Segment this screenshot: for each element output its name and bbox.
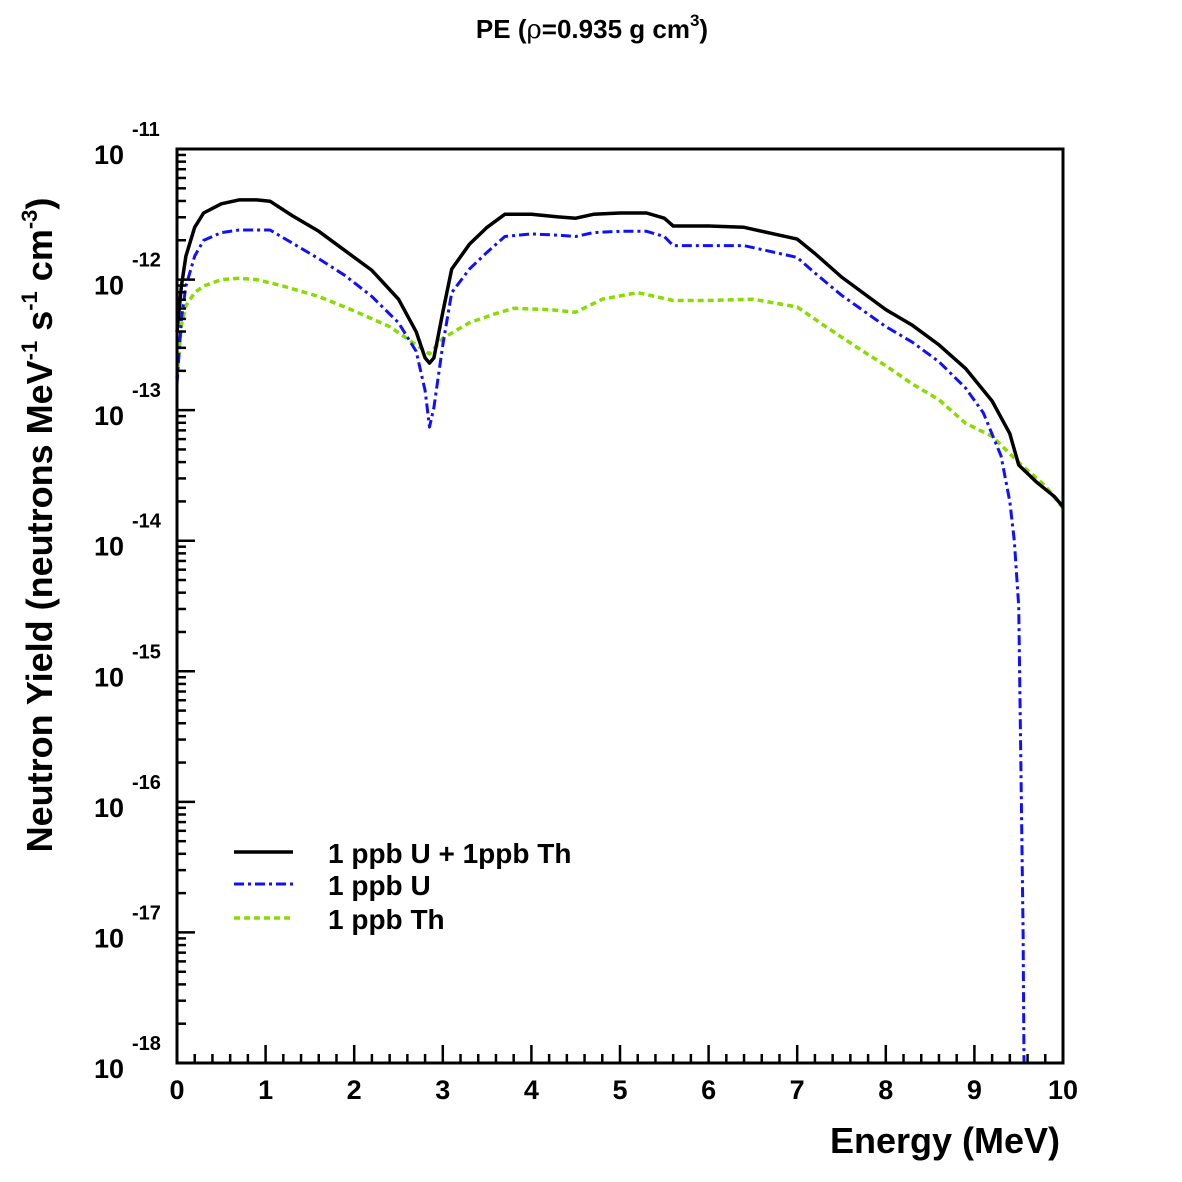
y-tick-label-exp: -16	[132, 772, 161, 794]
chart: PE (ρ=0.935 g cm3) Neutron Yield (neutro…	[0, 0, 1182, 1182]
x-tick-label: 1	[258, 1075, 273, 1105]
y-tick-label-base: 10	[94, 793, 124, 823]
x-tick-label: 7	[790, 1075, 805, 1105]
x-tick-label: 0	[169, 1075, 184, 1105]
chart-title-close: )	[699, 14, 708, 44]
y-label-part1: Neutron Yield (neutrons MeV	[19, 360, 60, 852]
y-tick-label-base: 10	[94, 1054, 124, 1084]
legend-label-1: 1 ppb U	[328, 870, 431, 901]
series-layer	[177, 200, 1063, 1063]
tick-labels-layer: 0 1 2 3 4 5 6 7 8 9 1010-1810-1710-1610-1510-1410-…	[94, 119, 1078, 1105]
y-tick-label-base: 10	[94, 401, 124, 431]
ticks-layer	[177, 149, 1063, 1063]
x-tick-label: 4	[524, 1075, 539, 1105]
y-tick-label-base: 10	[94, 140, 124, 170]
legend-label-2: 1 ppb Th	[328, 904, 445, 935]
y-tick-label-exp: -18	[132, 1033, 161, 1055]
y-tick-label-base: 10	[94, 271, 124, 301]
y-tick-label-base: 10	[94, 923, 124, 953]
x-tick-label: 3	[435, 1075, 450, 1105]
x-tick-label: 8	[878, 1075, 893, 1105]
chart-title-main: PE (	[476, 14, 527, 44]
y-tick-label-exp: -14	[132, 511, 162, 533]
chart-title-after: =0.935 g cm	[542, 14, 690, 44]
legend-label-0: 1 ppb U + 1ppb Th	[328, 838, 571, 869]
chart-title-sup: 3	[690, 11, 699, 30]
plot-frame	[177, 149, 1063, 1063]
x-axis-label: Energy (MeV)	[830, 1120, 1060, 1161]
y-label-sup1: -1	[17, 341, 42, 361]
y-tick-label-exp: -13	[132, 380, 161, 402]
x-tick-label: 2	[347, 1075, 362, 1105]
series-line-1	[177, 230, 1024, 1063]
x-tick-label: 6	[701, 1075, 716, 1105]
y-axis-label: Neutron Yield (neutrons MeV-1 s-1 cm-3)	[17, 198, 60, 853]
legend: 1 ppb U + 1ppb Th1 ppb U1 ppb Th	[234, 838, 571, 935]
y-label-sup2: -1	[17, 291, 42, 311]
y-tick-label-base: 10	[94, 532, 124, 562]
y-axis-label-group: Neutron Yield (neutrons MeV-1 s-1 cm-3)	[17, 198, 60, 853]
y-tick-label-exp: -11	[132, 119, 160, 141]
x-tick-label: 10	[1048, 1075, 1078, 1105]
chart-title: PE (ρ=0.935 g cm3)	[476, 11, 708, 45]
y-label-part4: )	[19, 198, 60, 210]
y-tick-label-exp: -15	[132, 641, 161, 663]
y-tick-label-exp: -17	[132, 902, 161, 924]
series-line-2	[177, 278, 1063, 508]
x-tick-label: 9	[967, 1075, 982, 1105]
x-tick-label: 5	[612, 1075, 627, 1105]
y-label-part2: s	[19, 311, 60, 341]
y-tick-label-exp: -12	[132, 250, 161, 272]
y-label-part3: cm	[19, 229, 60, 291]
y-label-sup3: -3	[17, 210, 42, 230]
y-tick-label-base: 10	[94, 662, 124, 692]
chart-title-rho: ρ	[526, 15, 541, 45]
series-line-0	[177, 200, 1063, 507]
